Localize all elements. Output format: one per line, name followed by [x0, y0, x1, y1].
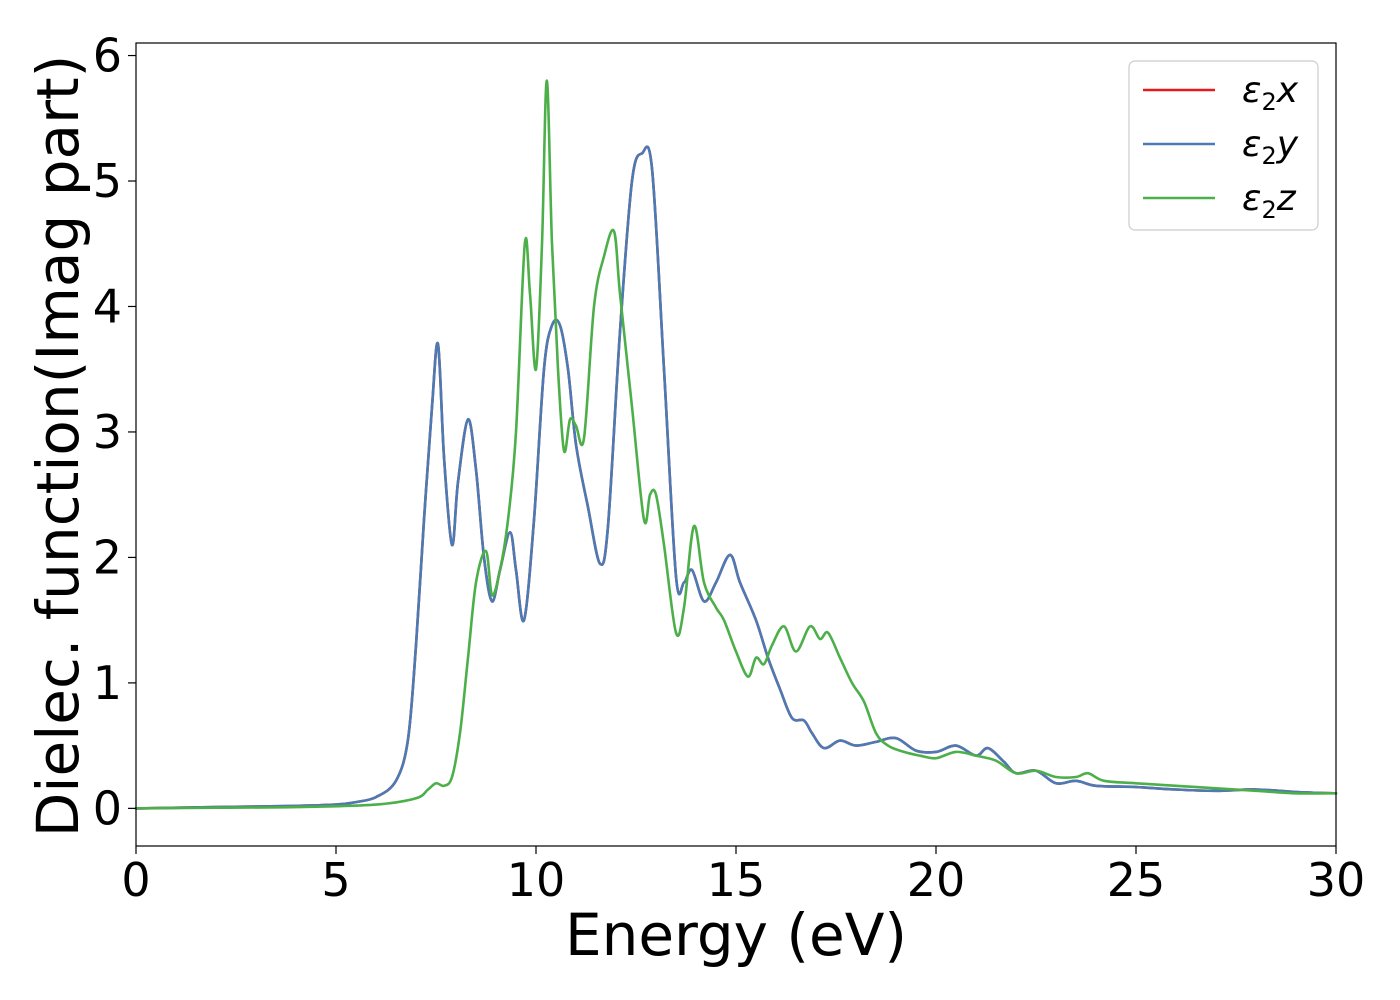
x-tick-label: 10: [507, 853, 566, 907]
x-axis-ticks: 0 5 10 15 20 25 30: [121, 846, 1365, 907]
y-tick-label: 6: [93, 29, 122, 83]
y-tick-label: 1: [93, 656, 122, 710]
legend-label-z: ε2z: [1242, 178, 1297, 224]
x-tick-label: 0: [121, 853, 150, 907]
x-tick-label: 15: [707, 853, 766, 907]
y-tick-label: 5: [93, 154, 122, 208]
series-layer: [134, 79, 1338, 810]
x-tick-label: 30: [1307, 853, 1366, 907]
y-tick-label: 3: [93, 405, 122, 459]
legend: ε2x ε2y ε2z: [1128, 60, 1319, 231]
series-line-z: [134, 79, 1338, 810]
y-tick-label: 0: [93, 781, 122, 835]
x-tick-label: 25: [1107, 853, 1166, 907]
legend-label-y: ε2y: [1242, 124, 1299, 170]
legend-box: [1128, 60, 1319, 231]
legend-label-x: ε2x: [1242, 70, 1299, 116]
y-axis-ticks: 0 1 2 3 4 5 6: [93, 29, 136, 835]
x-tick-label: 5: [321, 853, 350, 907]
x-axis-label: Energy (eV): [565, 901, 907, 969]
x-tick-label: 20: [907, 853, 966, 907]
y-tick-label: 4: [93, 279, 122, 333]
y-tick-label: 2: [93, 530, 122, 584]
y-axis-label: Dielec. function(Imag part): [24, 55, 92, 838]
